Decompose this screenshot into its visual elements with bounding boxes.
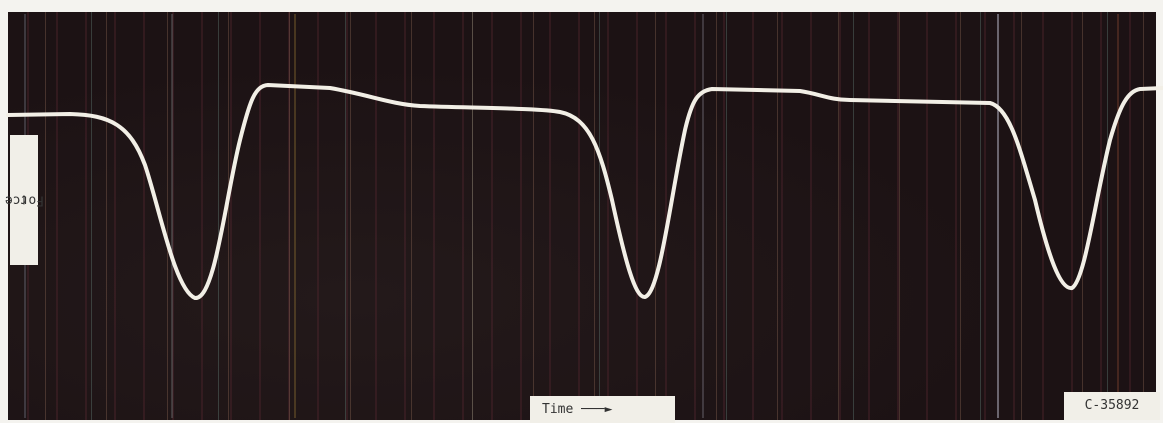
force-label-box: Force ⟶ [10,135,38,265]
y-axis-text: Force [4,193,43,208]
y-axis-label: Force ⟶ [17,196,32,204]
photo: Force ⟶ Time ───► C-35892 [0,0,1163,423]
force-trace [8,85,1163,298]
time-label-box: Time ───► [530,396,675,423]
figure-id: C-35892 [1064,392,1160,420]
x-axis-label: Time [542,402,573,417]
trace-layer [0,0,1163,423]
